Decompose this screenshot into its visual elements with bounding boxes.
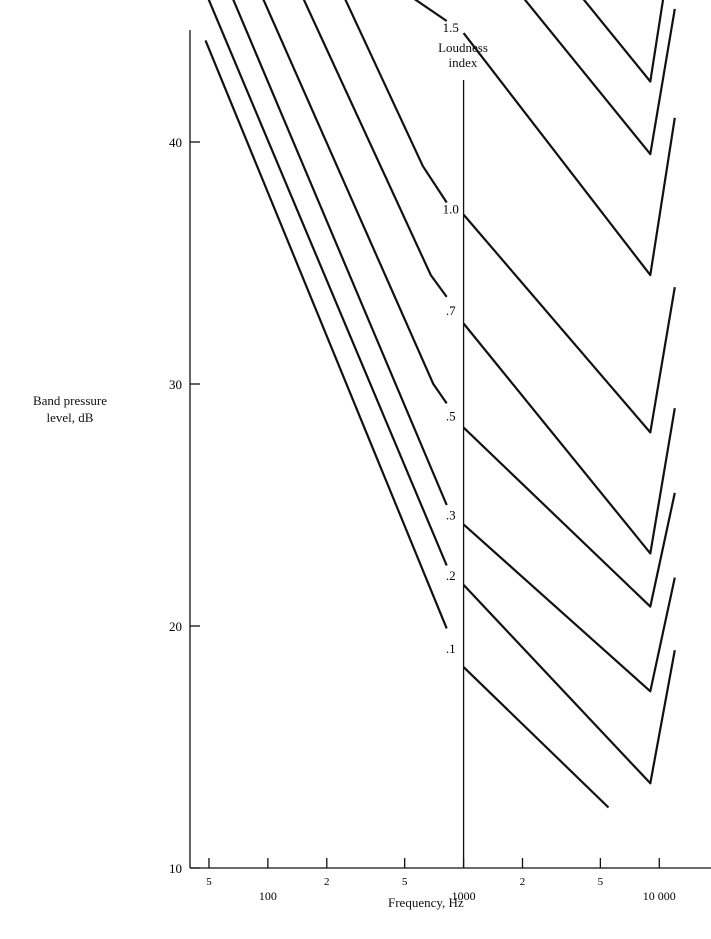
loudness-curve: [232, 0, 676, 693]
loudness-index-value: .5: [446, 408, 456, 423]
loudness-curve-left-segment: [207, 0, 448, 566]
loudness-curve-right-segment: [582, 0, 665, 83]
loudness-curve-right-segment: [462, 322, 676, 555]
curve-labels: 15010080605040302520151210865432.521.51.…: [443, 20, 459, 656]
loudness-curve-right-segment: [462, 32, 676, 277]
loudness-curves: [204, 0, 676, 809]
y-tick-label: 20: [169, 619, 182, 634]
y-axis-label: Band pressure level, dB: [10, 392, 130, 426]
loudness-curve-right-segment: [523, 0, 676, 156]
loudness-index-value: .3: [446, 508, 456, 523]
loudness-curve-right-segment: [462, 213, 676, 434]
loudness-curve: [302, 0, 676, 555]
x-tick-label: 100: [259, 889, 277, 903]
loudness-curve-left-segment: [302, 0, 448, 298]
loudness-curve-left-segment: [232, 0, 448, 506]
loudness-index-value: .1: [446, 641, 456, 656]
loudness-curve-left-segment: [262, 0, 448, 405]
x-tick-label: 5: [598, 876, 604, 888]
y-tick-label: 30: [169, 377, 182, 392]
loudness-curve: [262, 0, 676, 608]
y-axis-label-line-1: Band pressure: [32, 393, 107, 408]
loudness-curve-right-segment: [462, 426, 676, 608]
y-tick-label: 40: [169, 135, 182, 150]
x-tick-label: 1000: [452, 889, 476, 903]
y-tick-label: 10: [169, 861, 182, 876]
loudness-curve: [204, 39, 610, 809]
loudness-curve-left-segment: [204, 39, 448, 629]
loudness-curve-right-segment: [462, 584, 676, 785]
loudness-curve: [207, 0, 676, 785]
loudness-curve-left-segment: [344, 0, 448, 204]
x-tick-label: 5: [206, 876, 212, 888]
loudness-index-label-line-2: index: [448, 55, 478, 70]
x-axis-label: Frequency, Hz: [388, 895, 464, 910]
loudness-index-label-line-1: Loudness: [438, 40, 488, 55]
axes: [189, 30, 711, 869]
loudness-index-value: .7: [446, 303, 456, 318]
loudness-curve: [523, 0, 676, 156]
y-axis-label-line-2: level, dB: [46, 410, 94, 425]
loudness-curve-right-segment: [462, 523, 676, 693]
loudness-curve-left-segment: [413, 0, 448, 22]
loudness-curve: [344, 0, 676, 434]
loudness-curve: [413, 0, 676, 277]
loudness-index-value: 1.5: [443, 20, 459, 35]
x-tick-label: 2: [520, 876, 526, 888]
loudness-curve-right-segment: [462, 666, 610, 809]
loudness-index-label: Loudness index: [428, 40, 498, 70]
x-ticks: 5 100 2 5 1000 2 5 10 000: [206, 858, 676, 903]
loudness-curve: [582, 0, 665, 83]
y-ticks: 102030405060708090100110120: [169, 135, 200, 876]
x-tick-label: 2: [324, 876, 330, 888]
x-tick-label: 10 000: [643, 889, 676, 903]
x-tick-label: 5: [402, 876, 408, 888]
loudness-index-value: .2: [446, 568, 456, 583]
loudness-index-value: 1.0: [443, 202, 459, 217]
